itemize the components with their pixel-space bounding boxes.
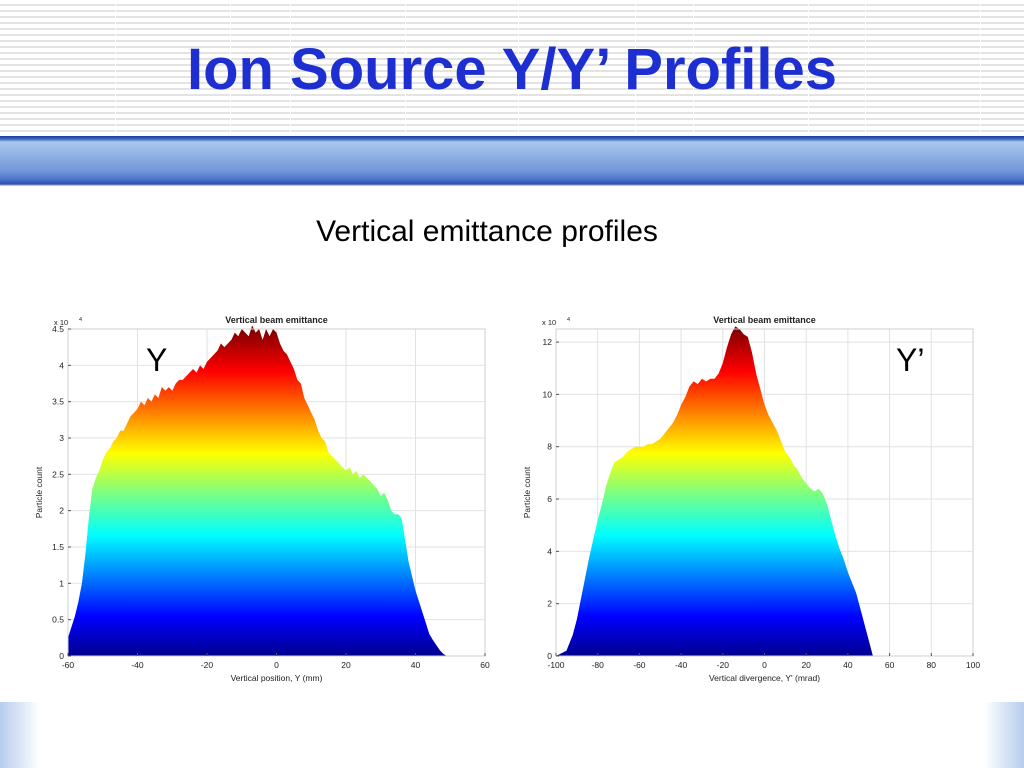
x-tick-label: 60 xyxy=(885,660,895,670)
header-grid-line xyxy=(693,0,694,136)
y-tick-label: 8 xyxy=(547,442,552,452)
y-axis-label: Particle count xyxy=(34,466,44,518)
x-axis-label: Vertical position, Y (mm) xyxy=(231,673,323,683)
y-tick-label: 4 xyxy=(547,546,552,556)
y-tick-label: 3.5 xyxy=(52,397,64,407)
x-axis-label: Vertical divergence, Y' (mrad) xyxy=(709,673,820,683)
header-grid-line xyxy=(230,0,231,136)
slide-corner-decoration xyxy=(0,702,40,768)
x-tick-label: -80 xyxy=(592,660,605,670)
x-tick-label: 0 xyxy=(274,660,279,670)
y-tick-label: 0.5 xyxy=(52,615,64,625)
y-exponent-power: 4 xyxy=(567,317,570,323)
x-tick-label: 20 xyxy=(801,660,811,670)
x-tick-label: 20 xyxy=(341,660,351,670)
y-tick-label: 2.5 xyxy=(52,469,64,479)
x-tick-label: -60 xyxy=(62,660,75,670)
chart-title: Vertical beam emittance xyxy=(713,315,816,325)
header-grid-line xyxy=(865,0,866,136)
slide-header-background xyxy=(0,0,1024,136)
header-grid-line xyxy=(518,0,519,136)
slide-corner-decoration xyxy=(984,702,1024,768)
y-tick-label: 10 xyxy=(543,389,553,399)
y-tick-label: 1.5 xyxy=(52,542,64,552)
y-tick-label: 4 xyxy=(59,360,64,370)
panel-label-y: Y xyxy=(146,342,168,378)
chart-y-profile: -60 -40 -20 0 20 40 60 0 0.5 1 1.5 2 2.5 3 3.5 4 4.5 Vert… xyxy=(34,315,490,683)
y-exponent-label: x 10 xyxy=(54,318,68,327)
header-accent-bar xyxy=(0,136,1024,186)
x-tick-label: -100 xyxy=(547,660,564,670)
y-tick-label: 0 xyxy=(59,651,64,661)
y-tick-label: 2 xyxy=(59,506,64,516)
header-grid-line xyxy=(808,0,809,136)
x-tick-label: -20 xyxy=(717,660,730,670)
x-tick-label: 80 xyxy=(927,660,937,670)
x-tick-label: -20 xyxy=(201,660,214,670)
x-tick-label: 40 xyxy=(843,660,853,670)
y-tick-label: 2 xyxy=(547,599,552,609)
y-tick-label: 6 xyxy=(547,494,552,504)
header-grid-line xyxy=(635,0,636,136)
x-tick-label: -60 xyxy=(633,660,646,670)
y-exponent-label: x 10 xyxy=(542,318,556,327)
y-tick-label: 4.5 xyxy=(52,324,64,334)
series-area xyxy=(556,326,873,656)
panel-label-yprime: Y’ xyxy=(896,342,925,378)
chart-title: Vertical beam emittance xyxy=(225,315,328,325)
header-grid-line xyxy=(405,0,406,136)
y-tick-label: 3 xyxy=(59,433,64,443)
x-tick-label: 60 xyxy=(480,660,490,670)
header-grid-line xyxy=(290,0,291,136)
slide-subtitle: Vertical emittance profiles xyxy=(316,215,658,248)
y-axis-label: Particle count xyxy=(522,466,532,518)
slide-title: Ion Source Y/Y’ Profiles xyxy=(186,37,838,102)
series-area xyxy=(68,325,447,656)
header-grid-line xyxy=(980,0,981,136)
chart-yprime-profile: -100 -80 -60 -40 -20 0 20 40 60 80 100 0 2 4 6 8 10 12 Ver… xyxy=(522,315,980,683)
x-tick-label: 0 xyxy=(762,660,767,670)
x-tick-label: -40 xyxy=(675,660,688,670)
x-tick-label: -40 xyxy=(131,660,144,670)
x-tick-label: 100 xyxy=(966,660,980,670)
x-tick-label: 40 xyxy=(411,660,421,670)
y-tick-label: 12 xyxy=(543,337,553,347)
y-tick-label: 1 xyxy=(59,578,64,588)
header-grid-line xyxy=(115,0,116,136)
y-tick-label: 0 xyxy=(547,651,552,661)
y-exponent-power: 4 xyxy=(79,317,82,323)
